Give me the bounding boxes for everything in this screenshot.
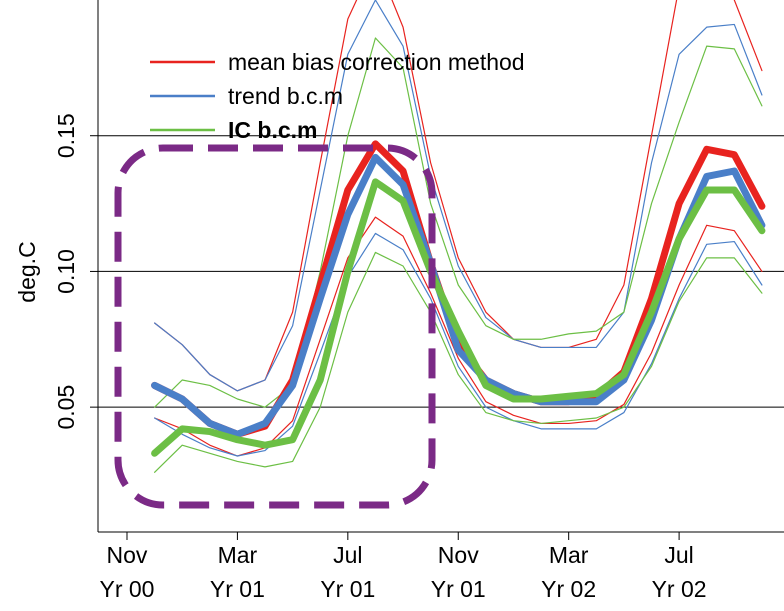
x-tick-label: Jul Yr 02 [652,542,707,602]
bound-line [153,37,763,408]
x-tick-label: Nov Yr 01 [431,542,486,602]
y-tick-label: 0.15 [53,113,79,158]
bound-line [153,232,763,457]
legend: mean bias correction method trend b.c.m IC… [150,49,525,143]
y-axis-label: deg.C [14,241,40,302]
legend-label: IC b.c.m [228,117,317,143]
highlight-box [114,144,436,509]
x-tick-label: Mar Yr 02 [541,542,596,602]
series-line [151,140,766,438]
series-line [151,153,766,438]
x-tick-label: Mar Yr 01 [210,542,265,602]
legend-label: mean bias correction method [228,49,525,75]
grid [90,135,784,540]
y-tick-label: 0.05 [53,385,79,430]
y-tick-label: 0.10 [53,249,79,294]
bound-line [153,216,763,457]
bound-line [153,251,763,473]
plot-area [151,0,766,473]
bound-line [153,0,763,392]
x-tick-label: Nov Yr 00 [99,542,154,602]
series-line [151,178,766,457]
legend-label: trend b.c.m [228,83,343,109]
x-tick-label: Jul Yr 01 [320,542,375,602]
